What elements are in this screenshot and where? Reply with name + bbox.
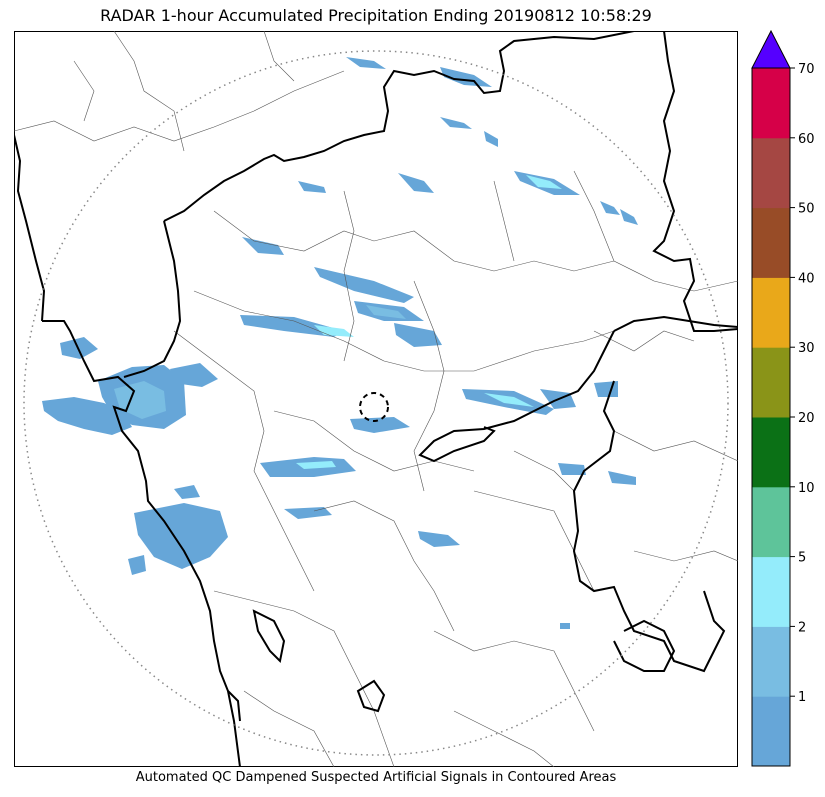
colorbar-tick-label: 40 [798,271,815,286]
border-coast-tail [227,690,241,722]
colorbar-level-8 [752,137,790,209]
colorbar-tick-label: 20 [798,411,815,426]
colorbar-tick-label: 60 [798,132,815,147]
precip-cell-southwest [134,503,228,569]
precip-band-north-east2 [600,201,620,215]
precip-band-north-top2 [440,67,492,87]
colorbar-tick-label: 1 [798,690,806,705]
colorbar-level-2 [752,556,790,627]
colorbar-tick-label: 10 [798,481,815,496]
precip-cell-southeast-small [560,623,570,629]
precip-band-north1 [314,267,414,303]
colorbar-level-5 [752,347,790,418]
colorbar-tick-label-top: 70 [798,62,815,77]
border-telangana [418,330,615,463]
precip-band-north-upper2 [484,131,498,147]
colorbar-level-3 [752,486,790,558]
colorbar-level-6 [752,277,790,348]
map-title: RADAR 1-hour Accumulated Precipitation E… [100,6,652,25]
precip-band-central-cyan [296,461,336,469]
colorbar-level-9 [752,68,790,139]
precip-band-south-center [418,531,460,547]
border-east [652,31,738,332]
border-east-south [613,315,738,332]
range-ring [23,50,729,756]
colorbar-tick-label: 30 [798,341,815,356]
colorbar-tick-label: 50 [798,202,815,217]
coastline [42,320,241,767]
border-northwest [123,220,182,378]
precipitation-colorbar: 1 2 5 10 20 30 40 50 60 70 [751,29,815,767]
precip-band-north-upper [440,117,472,129]
colorbar-level-4 [752,417,790,488]
precip-band-center [240,315,344,337]
district-boundaries [14,31,738,767]
precip-band-north-mid [398,173,434,193]
precip-cell-south-east [558,463,586,475]
precip-cell-east-small [594,381,618,397]
colorbar-level-7 [752,207,790,278]
precip-band-north2-cyan [366,305,406,319]
state-boundaries [14,31,738,767]
colorbar-tick-label: 5 [798,551,806,566]
border-enclave-sw [252,609,286,664]
colorbar-overflow-arrow [751,29,791,69]
precip-band-northwest [242,237,284,255]
colorbar-tick-label: 2 [798,620,806,635]
colorbar-level-0 [752,696,790,767]
precip-band-mid [350,417,410,433]
coastline-upper [14,134,46,322]
precip-band-north-east3 [620,209,638,225]
border-andhra-south [572,380,726,673]
qc-contour [359,392,389,422]
precip-cell-far-east [608,471,636,485]
precip-band-northeast-cyan [526,175,562,189]
radar-map[interactable] [14,31,738,767]
colorbar-level-1 [752,626,790,697]
precip-band-north-top [346,57,386,69]
precip-cell-west-upper [170,363,218,387]
precip-band-south-band [284,507,332,519]
precip-band-east-cyan [484,393,534,407]
precip-cell-southwest-small [174,485,200,499]
precip-band-northwest2 [298,181,326,193]
precip-band-center-cyan [314,325,354,337]
border-north-karnataka [163,31,635,222]
border-enclave-south [356,679,386,713]
precip-cell-south-coast [128,555,146,575]
precipitation-echoes [42,57,638,629]
border-southeast [613,619,676,672]
qc-footnote: Automated QC Dampened Suspected Artifici… [135,770,617,785]
precip-cell-center-right [394,323,442,347]
